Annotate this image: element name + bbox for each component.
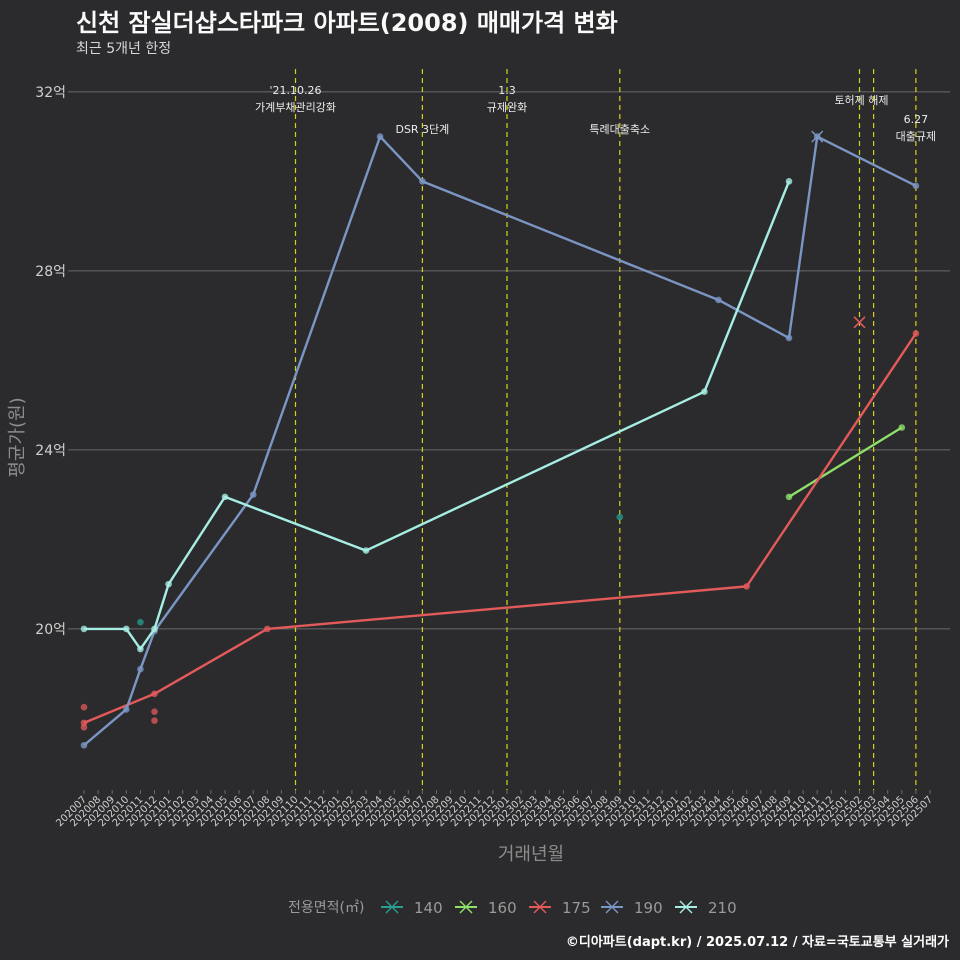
data-point — [701, 388, 708, 395]
legend-item-190: 190 — [601, 899, 663, 917]
data-point — [221, 493, 229, 501]
chart-title: 신천 잠실더샵스타파크 아파트(2008) 매매가격 변화 — [76, 9, 618, 37]
axes: 20억24억28억32억2020072020082020092020102020… — [7, 85, 935, 865]
data-point — [137, 645, 144, 653]
data-point — [249, 491, 257, 498]
legend-label: 160 — [488, 899, 517, 917]
legend-label: 190 — [634, 899, 663, 917]
series-160 — [785, 424, 906, 501]
event-label: 특례대출축소 — [589, 123, 650, 136]
data-point — [785, 334, 793, 342]
event-label: '21.10.26 가계부채관리강화 — [255, 84, 336, 114]
data-point — [743, 583, 750, 590]
data-point — [137, 665, 144, 673]
chart-subtitle: 최근 5개년 한정 — [76, 41, 172, 57]
y-tick-label: 24억 — [35, 443, 66, 459]
data-point — [912, 182, 920, 190]
data-point — [80, 741, 88, 749]
data-point — [123, 706, 130, 713]
data-point — [419, 178, 426, 185]
data-point — [362, 547, 370, 554]
data-point — [151, 625, 158, 633]
data-point — [715, 296, 722, 304]
series-210 — [80, 178, 793, 653]
data-point — [123, 625, 130, 633]
data-point — [151, 690, 158, 698]
data-point — [616, 513, 624, 521]
event-label: DSR 3단계 — [395, 123, 449, 136]
legend-swatch-x — [605, 900, 619, 914]
legend-label: 210 — [708, 899, 737, 917]
legend-swatch-x — [679, 900, 693, 914]
event-label: 1.3 규제완화 — [487, 84, 527, 114]
cancelled-mark — [811, 130, 824, 143]
series-190 — [80, 130, 920, 749]
data-point — [165, 580, 172, 588]
series-175 — [80, 316, 920, 731]
legend-item-140: 140 — [381, 899, 443, 917]
data-point — [80, 625, 88, 633]
y-tick-label: 32억 — [35, 85, 66, 101]
y-axis-title: 평균가(원) — [7, 397, 28, 477]
data-point — [137, 618, 144, 626]
legend-title: 전용면적(㎡) — [288, 900, 364, 916]
data-point — [376, 133, 384, 140]
event-label: 6.27 대출규제 — [896, 113, 936, 143]
data-point — [912, 330, 920, 337]
legend: 전용면적(㎡) 140 160 175 190 210 — [288, 899, 737, 917]
x-axis-title: 거래년월 — [498, 844, 564, 865]
grid-lines — [72, 91, 950, 630]
legend-item-160: 160 — [455, 899, 517, 917]
cancelled-mark — [853, 316, 866, 329]
series-lines — [80, 130, 920, 749]
y-tick-label: 20억 — [35, 622, 66, 638]
legend-item-210: 210 — [675, 899, 737, 917]
data-point — [80, 724, 88, 731]
series-line-160 — [788, 426, 903, 498]
data-point — [785, 178, 793, 185]
legend-label: 175 — [562, 899, 591, 917]
legend-swatch-x — [385, 900, 399, 914]
series-140 — [137, 513, 624, 626]
data-point — [151, 708, 158, 715]
legend-swatch-x — [533, 900, 547, 914]
series-line-175 — [83, 332, 917, 724]
series-line-210 — [84, 180, 791, 651]
data-point — [898, 424, 906, 431]
data-point — [80, 703, 88, 711]
data-point — [264, 625, 271, 633]
y-tick-label: 28억 — [35, 264, 66, 280]
series-line-190 — [83, 135, 917, 747]
data-point — [785, 493, 793, 501]
legend-swatch-x — [459, 900, 473, 914]
source-caption: ©디아파트(dapt.kr) / 2025.07.12 / 자료=국토교통부 실… — [565, 935, 949, 950]
legend-item-175: 175 — [529, 899, 591, 917]
event-label: 토허제 해제 — [834, 93, 888, 107]
legend-label: 140 — [414, 899, 443, 917]
data-point — [151, 717, 158, 724]
